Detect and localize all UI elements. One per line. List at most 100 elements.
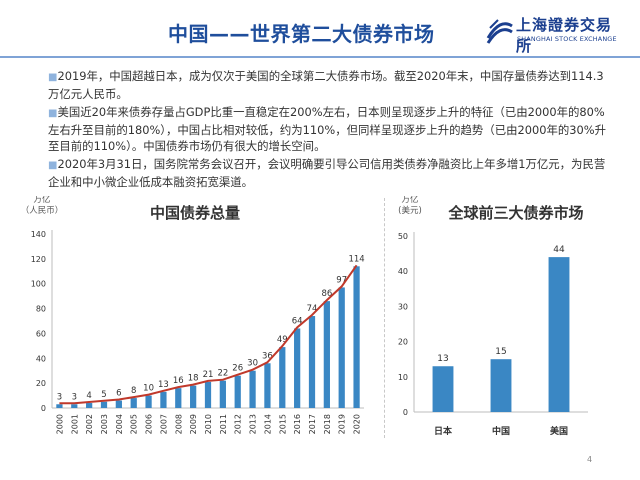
bullet-text: 2019年，中国超越日本，成为仅次于美国的全球第二大债券市场。截至2020年末，… [48, 69, 604, 101]
bar [432, 366, 454, 412]
y-unit-label: （人民币） [21, 205, 64, 216]
bar [56, 404, 63, 408]
bar [548, 257, 570, 412]
data-label: 74 [307, 304, 318, 314]
y-tick-label: 100 [31, 280, 46, 289]
data-label: 3 [72, 392, 77, 402]
trend-line [59, 264, 358, 405]
x-tick-label: 2010 [204, 414, 213, 434]
y-tick-label: 120 [31, 255, 46, 264]
y-tick-label: 10 [398, 373, 408, 382]
x-tick-label: 2019 [338, 414, 347, 434]
y-tick-label: 40 [398, 267, 408, 276]
x-tick-label: 2003 [100, 414, 109, 434]
y-tick-label: 50 [398, 232, 408, 241]
y-tick-label: 40 [36, 354, 46, 363]
bullet-text: 美国近20年来债券存量占GDP比重一直稳定在200%左右，日本则呈现逐步上升的特… [48, 105, 606, 153]
y-unit-label: (美元) [398, 205, 422, 216]
sse-emblem-icon [486, 19, 513, 44]
x-tick-label: 中国 [492, 425, 510, 437]
bar [323, 301, 330, 408]
x-tick-label: 2009 [189, 414, 198, 434]
bar [204, 381, 212, 408]
y-unit-label: 万亿 [401, 196, 418, 205]
x-tick-label: 2006 [145, 414, 154, 434]
data-label: 13 [158, 380, 169, 390]
bullet-square-icon: ■ [48, 72, 58, 83]
x-tick-label: 2004 [115, 414, 124, 434]
y-tick-label: 0 [403, 408, 408, 417]
bar [264, 363, 271, 408]
data-label: 3 [57, 392, 62, 402]
bar [86, 403, 93, 408]
y-tick-label: 30 [398, 302, 408, 311]
page-title: 中国——世界第二大债券市场 [168, 22, 435, 46]
data-label: 8 [131, 386, 136, 396]
bullet-square-icon: ■ [48, 160, 58, 171]
data-label: 5 [101, 390, 106, 400]
x-tick-label: 2007 [159, 414, 168, 434]
x-tick-label: 2000 [55, 414, 64, 434]
y-tick-label: 0 [41, 404, 46, 413]
global-top3-bond-chart: 万亿(美元) 全球前三大债券市场 0 10 20 30 40 50 13 日本 15 中国 44 美国 [398, 196, 588, 437]
chart-title: 中国债券总量 [150, 204, 240, 222]
x-tick-label: 美国 [550, 425, 568, 437]
page-number: 4 [587, 455, 593, 464]
y-tick-label: 20 [398, 338, 408, 347]
bar [279, 347, 286, 408]
bar [308, 316, 316, 408]
bullet-square-icon: ■ [48, 108, 58, 119]
x-tick-label: 2017 [308, 414, 317, 434]
bar [145, 395, 152, 408]
bar [249, 370, 256, 408]
data-label: 18 [188, 374, 199, 384]
data-label: 114 [348, 254, 364, 264]
data-label: 22 [217, 369, 228, 379]
bar [160, 391, 167, 408]
bar [219, 380, 226, 408]
data-label: 15 [495, 347, 506, 357]
bullet-item: ■2019年，中国超越日本，成为仅次于美国的全球第二大债券市场。截至2020年末… [48, 68, 614, 102]
bar [353, 266, 360, 408]
data-label: 26 [232, 364, 243, 374]
x-tick-label: 2014 [263, 414, 272, 434]
header-divider [0, 56, 640, 58]
bar [71, 404, 78, 408]
data-label: 10 [143, 384, 154, 394]
y-unit-label: 万亿 [33, 196, 50, 205]
x-tick-label: 2016 [293, 414, 302, 434]
data-label: 49 [277, 335, 288, 345]
bar [490, 359, 512, 412]
x-tick-label: 2005 [130, 414, 139, 434]
data-label: 86 [321, 289, 332, 299]
x-tick-label: 2002 [85, 414, 94, 434]
y-tick-label: 80 [36, 305, 46, 314]
chart-title: 全球前三大债券市场 [447, 204, 583, 222]
data-label: 30 [247, 359, 258, 369]
x-tick-label: 2018 [323, 414, 332, 434]
logo-name: 上海證券交易所 [516, 16, 613, 55]
y-tick-label: 20 [36, 379, 46, 388]
data-label: 6 [116, 389, 121, 399]
exchange-logo: 上海證券交易所 SHANGHAI STOCK EXCHANGE [486, 14, 626, 55]
bullet-item: ■美国近20年来债券存量占GDP比重一直稳定在200%左右，日本则呈现逐步上升的… [48, 104, 614, 154]
x-tick-label: 2011 [219, 414, 228, 434]
bar [100, 401, 108, 408]
chart-separator [384, 198, 385, 438]
data-label: 21 [203, 370, 214, 380]
x-tick-label: 2015 [278, 414, 287, 434]
y-tick-label: 60 [36, 329, 46, 338]
x-tick-label: 2008 [174, 414, 183, 434]
y-tick-label: 140 [31, 230, 46, 239]
bullet-list: ■2019年，中国超越日本，成为仅次于美国的全球第二大债券市场。截至2020年末… [48, 68, 614, 192]
data-label: 44 [553, 245, 565, 255]
bar [338, 287, 345, 408]
data-label: 36 [262, 351, 273, 361]
bar [190, 385, 197, 408]
china-bond-total-chart: 万亿（人民币） 中国债券总量 0 20 40 60 80 100 120 140 3 2000 3 200… [21, 196, 365, 434]
data-label: 16 [173, 376, 184, 386]
x-tick-label: 日本 [434, 425, 453, 437]
x-tick-label: 2001 [70, 414, 79, 434]
x-tick-label: 2020 [353, 414, 362, 434]
logo-subtitle: SHANGHAI STOCK EXCHANGE [517, 35, 617, 43]
